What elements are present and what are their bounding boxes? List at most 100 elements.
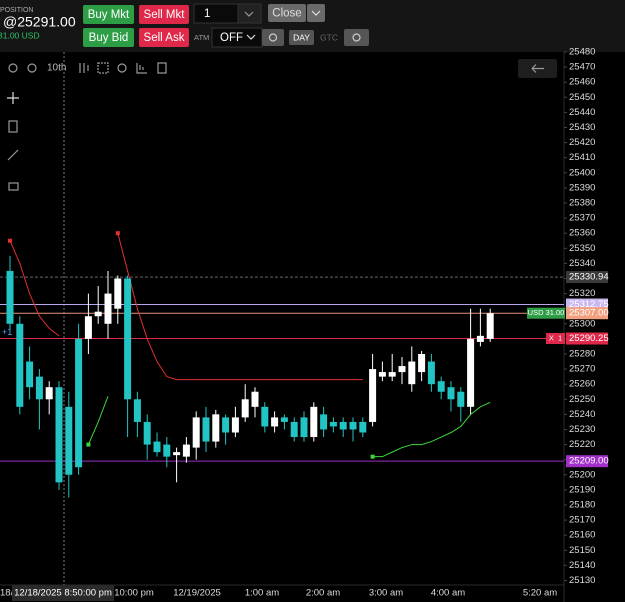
candle-body: [427, 361, 435, 385]
candle-body: [329, 421, 337, 427]
dropdown-arrow: [246, 34, 256, 40]
candle-body: [104, 293, 112, 324]
close-label[interactable]: Close: [272, 8, 301, 20]
chart-toolbar: 10th: [7, 59, 557, 191]
x-tick-label: 18/: [0, 588, 14, 599]
close-dropdown[interactable]: [307, 4, 325, 22]
day-label[interactable]: DAY: [293, 32, 310, 42]
y-tick-label: 25380: [569, 198, 595, 209]
position-label: POSITION: [0, 7, 33, 14]
day-button[interactable]: [289, 30, 314, 45]
y-tick-label: 25460: [569, 77, 595, 88]
y-tick-label: 25430: [569, 122, 595, 133]
candle-body: [84, 316, 92, 339]
gtc-label[interactable]: GTC: [320, 32, 338, 42]
candle-body: [310, 406, 318, 438]
settings-icon[interactable]: [117, 63, 127, 73]
sell-ask-button[interactable]: [139, 28, 189, 47]
x-tick-label: 5:20 am: [523, 588, 557, 599]
indicator-line: [9, 233, 363, 381]
candle-body: [378, 372, 386, 377]
candle-body: [300, 417, 308, 438]
position-tag: [527, 307, 565, 319]
zoom-out-icon[interactable]: [27, 63, 37, 73]
y-tick-label: 25390: [569, 182, 595, 193]
back-arrow: [531, 64, 544, 73]
price-tag-label: 25290.25: [569, 333, 609, 344]
sell-market-label[interactable]: Sell Mkt: [144, 9, 186, 21]
y-tick-label: 25130: [569, 575, 595, 586]
candle-body: [212, 414, 220, 442]
zoom-label[interactable]: 10th: [47, 63, 66, 74]
order-tag-label: X 1: [549, 333, 562, 342]
y-tick-label: 25450: [569, 92, 595, 103]
x-tick-label: 4:00 am: [431, 588, 465, 599]
candle-body: [418, 353, 426, 373]
tif-settings-button[interactable]: [344, 29, 369, 46]
candle-body: [6, 270, 14, 324]
candle-body: [271, 417, 279, 427]
candle-body: [388, 372, 396, 377]
y-tick-label: 25160: [569, 530, 595, 541]
bars-icon[interactable]: [79, 63, 89, 73]
y-tick-label: 25240: [569, 409, 595, 420]
y-tick-label: 25170: [569, 515, 595, 526]
buy-bid-button[interactable]: [83, 28, 134, 47]
candle-body: [339, 421, 347, 430]
buy-market-button[interactable]: [83, 5, 134, 24]
candle-body: [75, 338, 83, 468]
atm-value[interactable]: OFF: [220, 32, 243, 44]
sell-market-button[interactable]: [139, 5, 189, 24]
y-tick-label: 25180: [569, 499, 595, 510]
line-tool[interactable]: [7, 149, 19, 161]
candle-body: [486, 313, 494, 339]
indicator-dot: [370, 454, 375, 459]
buy-bid-label[interactable]: Buy Bid: [89, 32, 129, 44]
y-tick-label: 25470: [569, 62, 595, 73]
indicator-icon[interactable]: [136, 63, 147, 74]
candle-body: [124, 278, 132, 400]
note-tool[interactable]: [8, 120, 18, 133]
price-tag: [566, 455, 608, 468]
quantity-value[interactable]: 1: [204, 8, 210, 20]
candle-body: [26, 361, 34, 388]
close-button[interactable]: [268, 4, 306, 22]
x-tick-label: 3:00 am: [369, 588, 403, 599]
indicator-dot: [115, 231, 120, 236]
candle-body: [398, 366, 406, 373]
atm-settings-button[interactable]: [262, 29, 284, 46]
buy-market-label[interactable]: Buy Mkt: [88, 9, 130, 21]
candle-body: [202, 417, 210, 442]
candle-body: [231, 417, 239, 433]
y-tick-label: 25220: [569, 439, 595, 450]
candle-body: [55, 387, 63, 483]
indicator-dot: [86, 442, 91, 447]
price-tag-label: 25307.00: [569, 308, 609, 319]
zoom-in-icon[interactable]: [8, 63, 18, 73]
select-icon[interactable]: [97, 62, 109, 74]
dropdown-arrow: [311, 10, 321, 16]
price-tag-label: 25312.75: [569, 299, 609, 310]
y-tick-label: 25300: [569, 318, 595, 329]
gear-icon: [268, 33, 278, 42]
lock-tool[interactable]: [8, 182, 19, 191]
position-price: @25291.00: [3, 14, 76, 30]
quantity-dropdown[interactable]: [237, 3, 262, 24]
price-tag-label: 25330.94: [569, 272, 609, 283]
crosshair-tool[interactable]: [7, 92, 19, 104]
quantity-input[interactable]: [193, 3, 239, 24]
order-tag: [546, 333, 565, 345]
crosshair-marker: +1: [2, 327, 12, 337]
candle-body: [476, 335, 484, 342]
y-tick-label: 25230: [569, 424, 595, 435]
template-icon[interactable]: [157, 62, 167, 74]
candle-body: [143, 421, 151, 445]
x-tick-label: 2:00 am: [306, 588, 340, 599]
sell-ask-label[interactable]: Sell Ask: [144, 32, 185, 44]
y-tick-label: 25260: [569, 379, 595, 390]
y-tick-label: 25280: [569, 348, 595, 359]
candle-body: [280, 417, 288, 422]
y-tick-label: 25250: [569, 394, 595, 405]
